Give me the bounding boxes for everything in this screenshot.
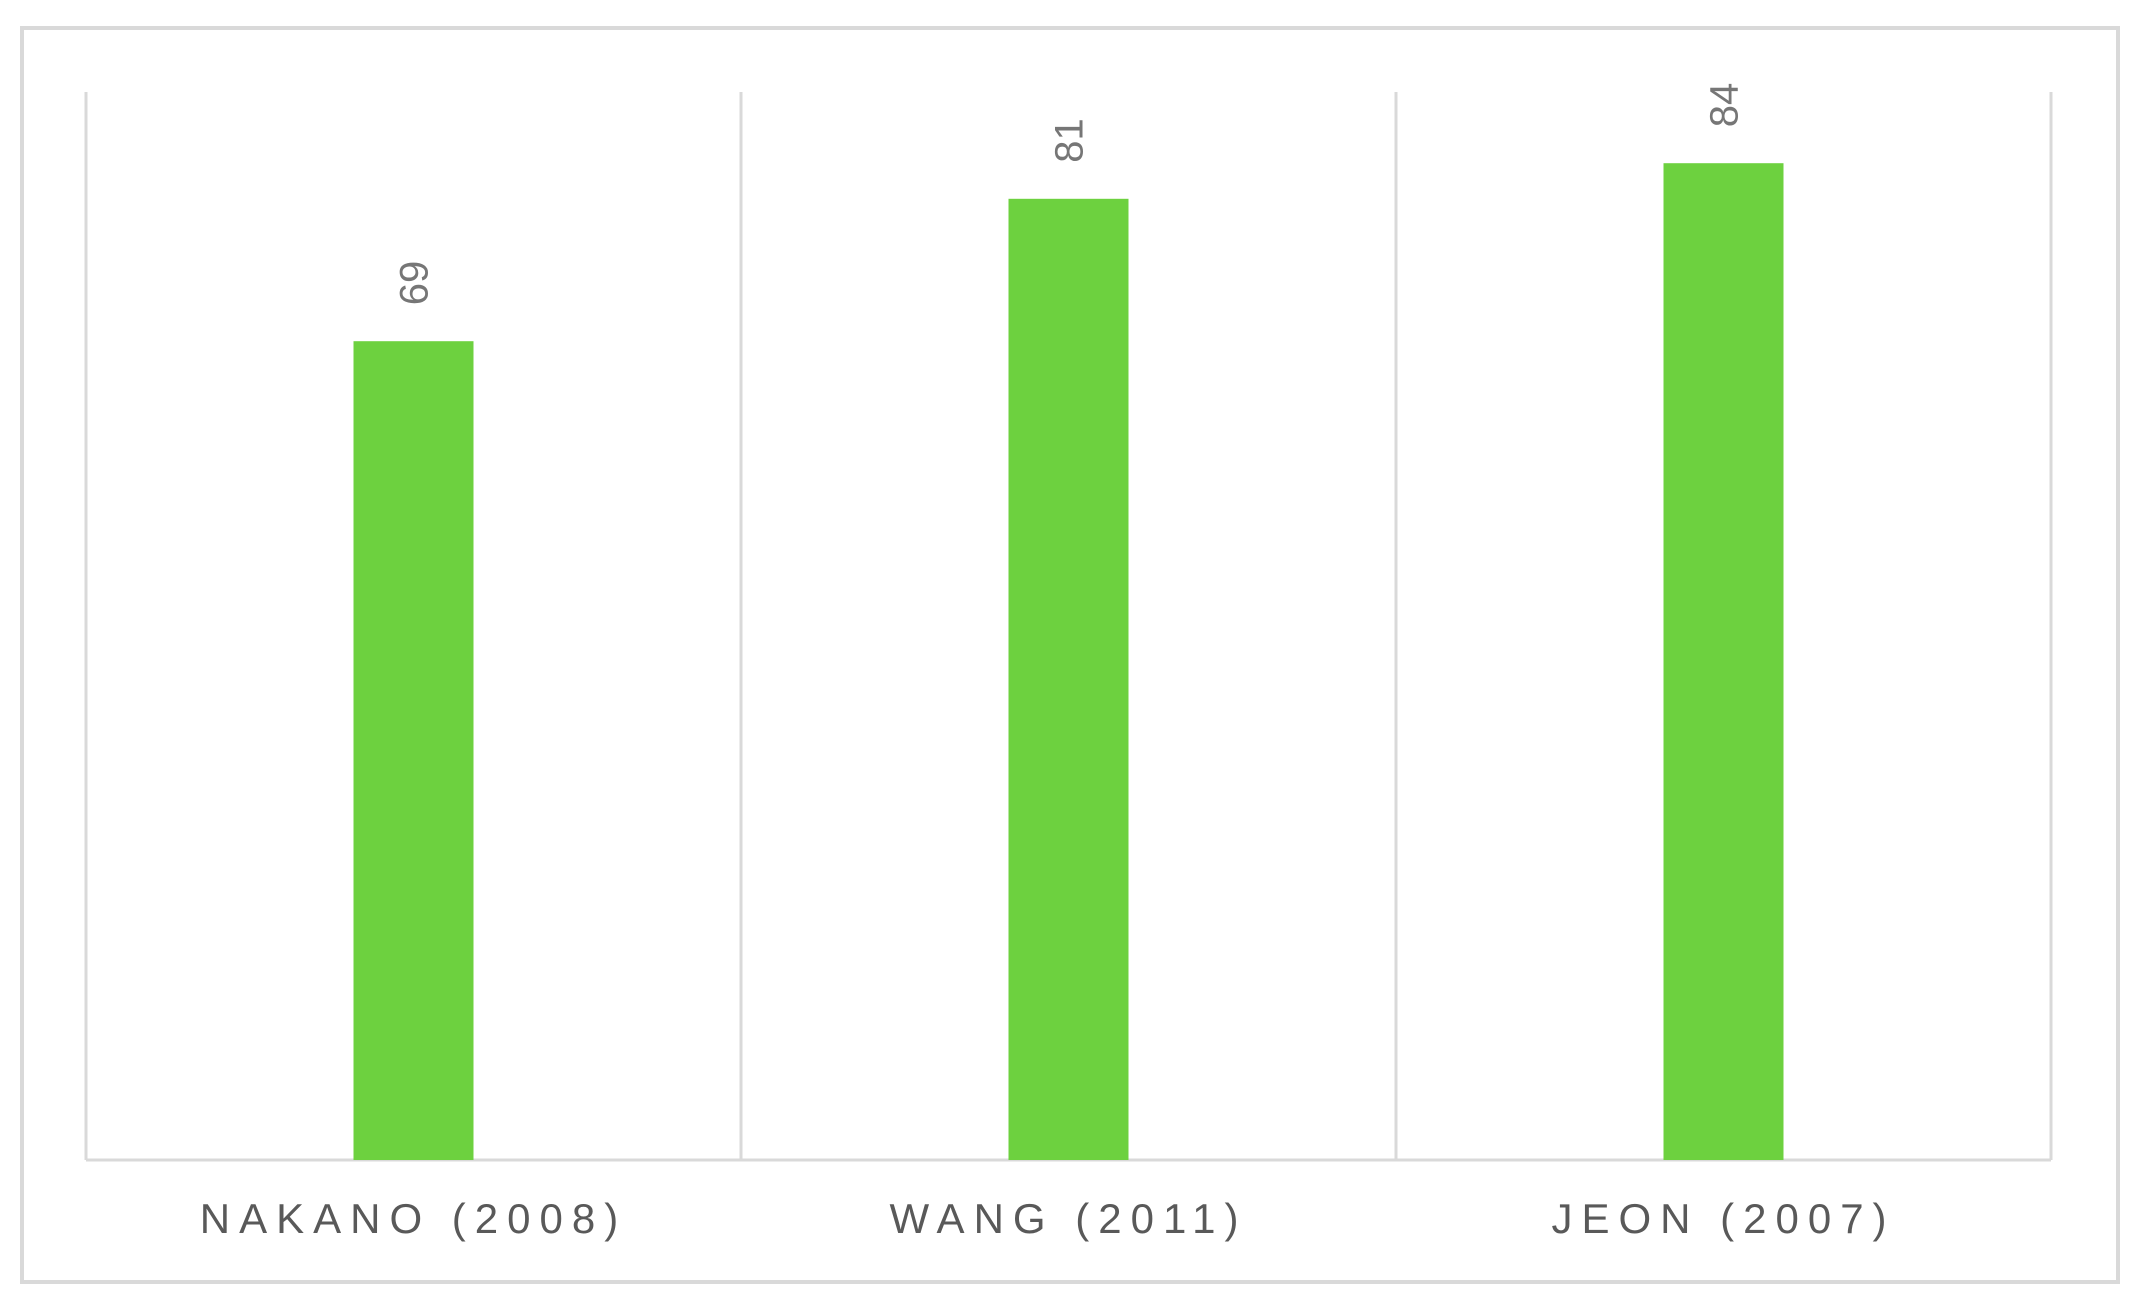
bar	[353, 341, 474, 1160]
bar	[1663, 163, 1784, 1160]
category-label: NAKANO (2008)	[200, 1195, 627, 1242]
category-label: WANG (2011)	[889, 1195, 1247, 1242]
data-label: 81	[1048, 118, 1092, 163]
bar	[1008, 198, 1129, 1161]
category-label: JEON (2007)	[1551, 1195, 1895, 1242]
data-label: 84	[1703, 83, 1747, 128]
plot-area: 69 NAKANO (2008) 81 WANG (2011) 84 JEON (2007…	[84, 83, 2053, 1242]
data-label: 69	[393, 261, 437, 306]
